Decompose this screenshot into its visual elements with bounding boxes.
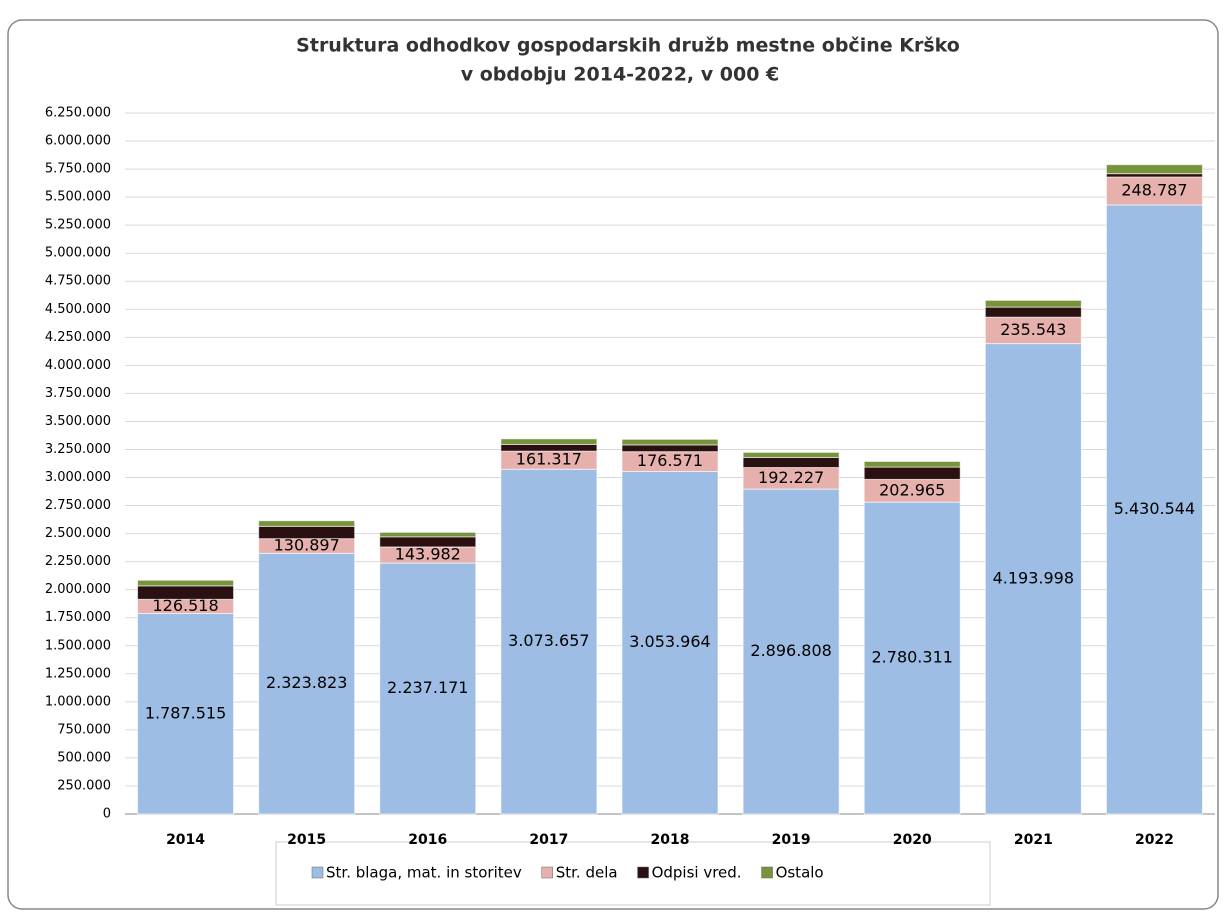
data-label: 2.780.311 [872, 648, 953, 667]
bar-segment [621, 444, 719, 453]
data-label: 3.053.964 [629, 632, 710, 651]
bar-segment [742, 451, 840, 458]
bar-segment [258, 552, 356, 815]
y-tick-label: 250.000 [57, 778, 111, 793]
bar-segment [1105, 176, 1203, 206]
y-tick-label: 3.500.000 [45, 414, 111, 429]
y-tick-label: 3.250.000 [45, 442, 111, 457]
legend-label: Ostalo [776, 864, 824, 882]
data-label: 235.543 [1000, 320, 1066, 339]
y-tick-label: 4.500.000 [45, 302, 111, 317]
y-tick-label: 6.250.000 [45, 106, 111, 121]
x-tick-label: 2022 [1135, 832, 1174, 848]
legend-box [275, 841, 991, 906]
legend-label: Str. blaga, mat. in storitev [326, 864, 522, 882]
bar-segment [379, 536, 477, 548]
x-tick-label: 2015 [287, 832, 326, 848]
y-tick-label: 1.000.000 [45, 694, 111, 709]
y-tick-label: 2.000.000 [45, 582, 111, 597]
bar-segment [258, 525, 356, 540]
bar-segment [863, 466, 961, 480]
bar-segment [137, 585, 235, 600]
y-tick-label: 5.000.000 [45, 246, 111, 261]
y-tick-label: 1.250.000 [45, 666, 111, 681]
x-tick-label: 2014 [166, 832, 205, 848]
data-label: 192.227 [758, 468, 824, 487]
bar-segment [863, 501, 961, 815]
bar-segment [500, 443, 598, 452]
legend-swatch [761, 866, 773, 879]
x-tick-label: 2017 [529, 832, 568, 848]
y-tick-label: 2.500.000 [45, 526, 111, 541]
bar-segment [500, 468, 598, 815]
data-label: 176.571 [637, 451, 703, 470]
bar-segment [137, 579, 235, 587]
y-tick-label: 3.000.000 [45, 470, 111, 485]
data-label: 126.518 [152, 596, 218, 615]
data-label: 5.430.544 [1114, 499, 1195, 518]
y-tick-label: 0 [103, 807, 111, 822]
y-tick-label: 4.000.000 [45, 358, 111, 373]
x-tick-label: 2016 [408, 832, 447, 848]
bar-segment [1105, 173, 1203, 178]
legend-swatch [541, 866, 553, 879]
y-tick-label: 1.750.000 [45, 610, 111, 625]
legend-swatch [637, 866, 649, 879]
bar-segment [1105, 164, 1203, 175]
bar-segment [984, 343, 1082, 815]
x-tick-label: 2020 [893, 832, 932, 848]
x-tick-label: 2019 [772, 832, 811, 848]
y-tick-label: 5.500.000 [45, 190, 111, 205]
data-label: 161.317 [516, 450, 582, 469]
bar-segment [984, 306, 1082, 318]
data-label: 130.897 [274, 536, 340, 555]
data-label: 3.073.657 [508, 631, 589, 650]
data-label: 202.965 [879, 480, 945, 499]
data-label: 2.896.808 [750, 641, 831, 660]
data-label: 143.982 [395, 545, 461, 564]
bar-segment [137, 613, 235, 815]
bar-segment [621, 470, 719, 815]
x-tick-label: 2021 [1014, 832, 1053, 848]
bar-segment [379, 562, 477, 815]
y-tick-label: 4.750.000 [45, 274, 111, 289]
legend-swatch [311, 866, 324, 879]
bar-segment [379, 531, 477, 538]
bar-segment [984, 299, 1082, 308]
y-tick-label: 4.250.000 [45, 330, 111, 345]
y-tick-label: 5.250.000 [45, 218, 111, 233]
data-label: 2.237.171 [387, 678, 468, 697]
legend-label: Str. dela [556, 864, 618, 882]
y-tick-label: 1.500.000 [45, 638, 111, 653]
data-label: 1.787.515 [145, 703, 226, 722]
data-label: 2.323.823 [266, 673, 347, 692]
bar-segment [984, 316, 1082, 345]
y-tick-label: 2.750.000 [45, 498, 111, 513]
y-tick-label: 3.750.000 [45, 386, 111, 401]
y-tick-label: 500.000 [57, 750, 111, 765]
y-tick-label: 5.750.000 [45, 162, 111, 177]
y-tick-label: 6.000.000 [45, 134, 111, 149]
chart-title: Struktura odhodkov gospodarskih družb me… [296, 35, 960, 57]
bar-segment [742, 456, 840, 469]
x-tick-label: 2018 [651, 832, 690, 848]
bar-segment [863, 460, 961, 468]
legend-label: Odpisi vred. [652, 864, 742, 882]
chart-subtitle: v obdobju 2014-2022, v 000 € [461, 64, 780, 86]
bar-segment [742, 488, 840, 815]
bar-segment [621, 438, 719, 446]
data-label: 4.193.998 [993, 568, 1074, 587]
bar-segment [500, 438, 598, 445]
y-tick-label: 2.250.000 [45, 554, 111, 569]
bar-segment [258, 520, 356, 527]
y-tick-label: 750.000 [57, 722, 111, 737]
data-label: 248.787 [1121, 180, 1187, 199]
